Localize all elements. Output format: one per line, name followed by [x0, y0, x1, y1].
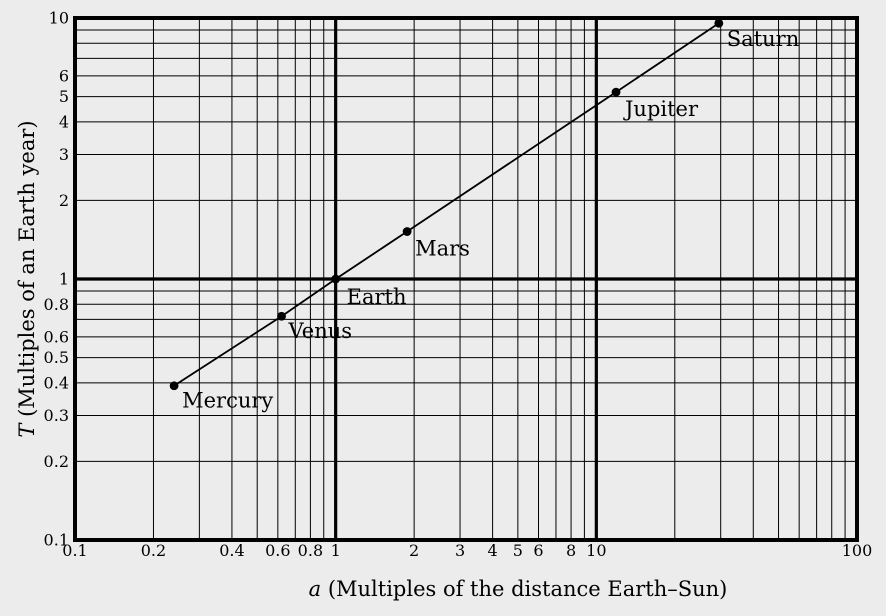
data-point-label: Mars — [415, 237, 470, 261]
kepler-loglog-figure: Mercury Venus Earth Mars Jupiter Saturn 0.1 0.2… — [0, 0, 886, 616]
y-tick-label: 10 — [49, 9, 69, 28]
x-tick-label: 5 — [513, 541, 523, 560]
x-axis-title: a (Multiples of the distance Earth–Sun) — [309, 577, 728, 601]
x-tick-label: 2 — [409, 541, 419, 560]
y-tick-label: 0.1 — [44, 531, 69, 550]
y-tick-label: 0.4 — [44, 373, 69, 392]
x-tick-label: 10 — [586, 541, 606, 560]
data-point — [277, 312, 286, 321]
y-tick-label: 0.6 — [44, 327, 69, 346]
y-tick-label: 2 — [59, 191, 69, 210]
x-axis-title-text: (Multiples of the distance Earth–Sun) — [321, 577, 727, 601]
x-tick-label: 0.4 — [219, 541, 244, 560]
y-tick-label: 0.3 — [44, 406, 69, 425]
data-point-label: Jupiter — [623, 97, 699, 121]
chart-canvas: Mercury Venus Earth Mars Jupiter Saturn 0.1 0.2… — [0, 0, 886, 616]
data-point-label: Venus — [288, 319, 353, 343]
y-tick-label: 3 — [59, 145, 69, 164]
y-tick-label: 0.2 — [44, 452, 69, 471]
y-tick-label: 0.5 — [44, 348, 69, 367]
data-point — [170, 381, 179, 390]
data-point-label: Earth — [347, 285, 407, 309]
data-point — [403, 227, 412, 236]
data-point — [714, 19, 723, 28]
y-tick-label: 1 — [59, 270, 69, 289]
y-tick-label: 6 — [59, 66, 69, 85]
x-tick-label: 1 — [331, 541, 341, 560]
data-point-label: Mercury — [182, 389, 273, 413]
x-tick-label: 100 — [842, 541, 873, 560]
y-tick-label: 5 — [59, 87, 69, 106]
y-axis-title-text: (Multiples of an Earth year) — [15, 120, 39, 423]
data-point-label: Saturn — [727, 27, 799, 51]
x-tick-label: 8 — [566, 541, 576, 560]
data-point — [331, 275, 340, 284]
x-tick-label: 0.8 — [298, 541, 323, 560]
x-axis-variable: a — [309, 577, 322, 601]
x-tick-label: 4 — [488, 541, 498, 560]
y-tick-label: 4 — [59, 112, 69, 131]
x-tick-label: 3 — [455, 541, 465, 560]
x-tick-label: 0.2 — [141, 541, 166, 560]
x-tick-label: 0.6 — [265, 541, 290, 560]
y-axis-title: T (Multiples of an Earth year) — [15, 120, 39, 437]
chart-plot-area: Mercury Venus Earth Mars Jupiter Saturn 0.1 0.2… — [0, 0, 886, 616]
x-tick-label: 6 — [533, 541, 543, 560]
y-tick-label: 0.8 — [44, 295, 69, 314]
data-point — [612, 88, 621, 97]
